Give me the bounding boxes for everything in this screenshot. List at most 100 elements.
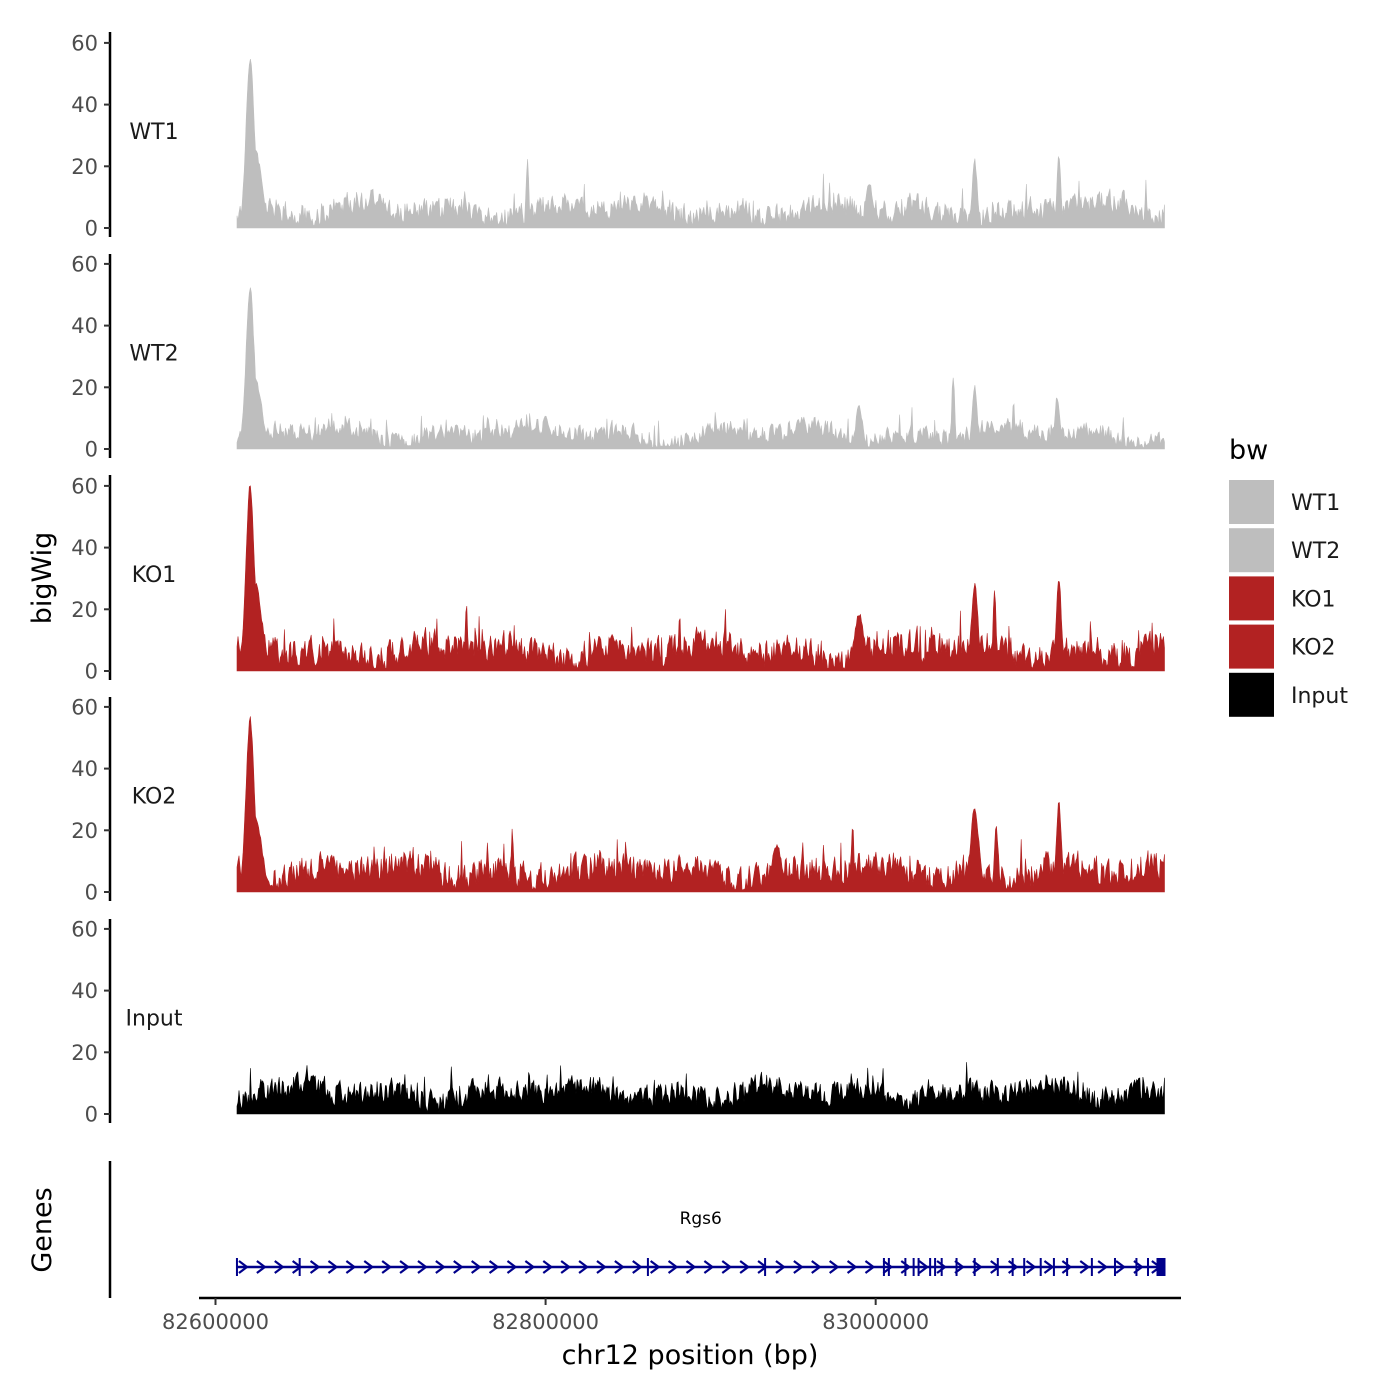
exon xyxy=(882,1258,885,1276)
gene-label: Rgs6 xyxy=(680,1209,722,1229)
strand-arrow xyxy=(506,1260,518,1274)
exon xyxy=(887,1258,890,1276)
track-label: KO2 xyxy=(132,785,177,810)
strand-arrow xyxy=(1008,1260,1019,1274)
strand-arrow xyxy=(954,1260,965,1274)
exon xyxy=(1039,1258,1042,1276)
exon xyxy=(917,1258,920,1276)
legend-label: WT1 xyxy=(1291,491,1340,516)
legend-entry-ko1: KO1 xyxy=(1229,576,1336,621)
strand-arrow xyxy=(453,1260,464,1274)
y-tick-label: 20 xyxy=(71,1041,98,1065)
strand-arrow xyxy=(435,1260,446,1274)
legend-entry-input: Input xyxy=(1229,672,1348,717)
x-axis-title: chr12 position (bp) xyxy=(562,1340,819,1371)
track-ko2: 0 20 40 60 KO2 xyxy=(71,695,1165,905)
exon xyxy=(996,1258,999,1276)
strand-arrow xyxy=(381,1260,392,1274)
strand-arrow xyxy=(864,1260,876,1274)
strand-arrow xyxy=(560,1260,571,1274)
track-label: KO1 xyxy=(132,563,177,588)
exon xyxy=(955,1258,958,1276)
legend-label: Input xyxy=(1291,684,1348,709)
legend-swatch xyxy=(1229,672,1274,717)
exon xyxy=(912,1258,915,1276)
y-tick-label: 40 xyxy=(71,757,98,781)
strand-arrow xyxy=(274,1260,285,1274)
strand-arrow xyxy=(667,1260,679,1274)
y-tick-label: 60 xyxy=(71,917,98,941)
strand-arrow xyxy=(471,1260,482,1274)
strand-arrow xyxy=(775,1260,786,1274)
legend-label: KO2 xyxy=(1291,636,1336,661)
legend-swatch xyxy=(1229,576,1274,621)
x-tick-label: 82800000 xyxy=(492,1310,599,1334)
coverage-area-wt2 xyxy=(236,287,1165,450)
strand-arrow xyxy=(918,1260,929,1274)
exon xyxy=(973,1258,976,1276)
x-axis: 82600000 82800000 83000000 xyxy=(162,1296,1181,1334)
exon xyxy=(764,1258,767,1276)
legend-swatch xyxy=(1229,528,1274,573)
track-label: WT2 xyxy=(129,342,178,367)
strand-arrow xyxy=(1115,1260,1126,1274)
y-tick-label: 60 xyxy=(71,474,98,498)
legend: bw WT1 WT2 KO1 KO2 Input xyxy=(1229,435,1348,717)
exon xyxy=(1090,1258,1093,1276)
exon xyxy=(1066,1258,1069,1276)
legend-swatch xyxy=(1229,624,1274,669)
strand-arrow xyxy=(1097,1260,1108,1274)
strand-arrow xyxy=(363,1260,375,1274)
exon-last xyxy=(1156,1258,1165,1276)
legend-label: KO1 xyxy=(1291,587,1336,612)
strand-arrow xyxy=(1043,1260,1055,1274)
genes-title: Genes xyxy=(27,1187,58,1272)
strand-arrow xyxy=(488,1260,500,1274)
y-tick-label: 20 xyxy=(71,819,98,843)
y-tick-label: 40 xyxy=(71,979,98,1003)
genes-panel: Genes Rgs6 xyxy=(27,1161,1166,1298)
strand-arrow xyxy=(1061,1260,1073,1274)
y-tick-label: 40 xyxy=(71,93,98,117)
y-tick-label: 20 xyxy=(71,155,98,179)
track-ko1: 0 20 40 60 KO1 xyxy=(71,474,1165,684)
strand-arrow xyxy=(900,1260,912,1274)
track-wt2: 0 20 40 60 WT2 xyxy=(71,252,1165,462)
exon xyxy=(1011,1258,1014,1276)
legend-swatch xyxy=(1229,480,1274,524)
x-tick-label: 83000000 xyxy=(822,1310,929,1334)
y-tick-label: 0 xyxy=(85,660,98,684)
strand-arrow xyxy=(327,1260,339,1274)
strand-arrow xyxy=(739,1260,750,1274)
y-tick-label: 20 xyxy=(71,376,98,400)
track-wt1: 0 20 40 60 WT1 xyxy=(71,31,1165,241)
legend-entry-wt1: WT1 xyxy=(1229,480,1340,524)
strand-arrow xyxy=(578,1260,589,1274)
y-tick-label: 40 xyxy=(71,536,98,560)
strand-arrow xyxy=(882,1260,894,1274)
legend-entry-wt2: WT2 xyxy=(1229,528,1340,573)
strand-arrow xyxy=(596,1260,607,1274)
legend-entry-ko2: KO2 xyxy=(1229,624,1336,669)
strand-arrow xyxy=(524,1260,536,1274)
strand-arrow xyxy=(256,1260,267,1274)
coverage-area-wt1 xyxy=(236,58,1165,229)
exon xyxy=(298,1258,301,1276)
y-tick-label: 60 xyxy=(71,252,98,276)
coverage-area-input xyxy=(236,1062,1165,1115)
coverage-tracks: 0 20 40 60 WT1 0 20 40 60 WT2 0 20 40 60 KO1 0 20 40 60 KO2… xyxy=(71,31,1165,1127)
gene-rgs6: Rgs6 xyxy=(235,1209,1166,1276)
y-tick-label: 0 xyxy=(85,1103,98,1127)
strand-arrow xyxy=(1025,1260,1037,1274)
y-tick-label: 20 xyxy=(71,598,98,622)
coverage-area-ko1 xyxy=(236,485,1165,672)
strand-arrow xyxy=(846,1260,858,1274)
exon xyxy=(646,1258,649,1276)
strand-arrow xyxy=(829,1260,840,1274)
x-tick-label: 82600000 xyxy=(162,1310,269,1334)
strand-arrow xyxy=(614,1260,625,1274)
strand-arrow xyxy=(542,1260,554,1274)
strand-arrow xyxy=(345,1260,357,1274)
y-tick-label: 0 xyxy=(85,881,98,905)
